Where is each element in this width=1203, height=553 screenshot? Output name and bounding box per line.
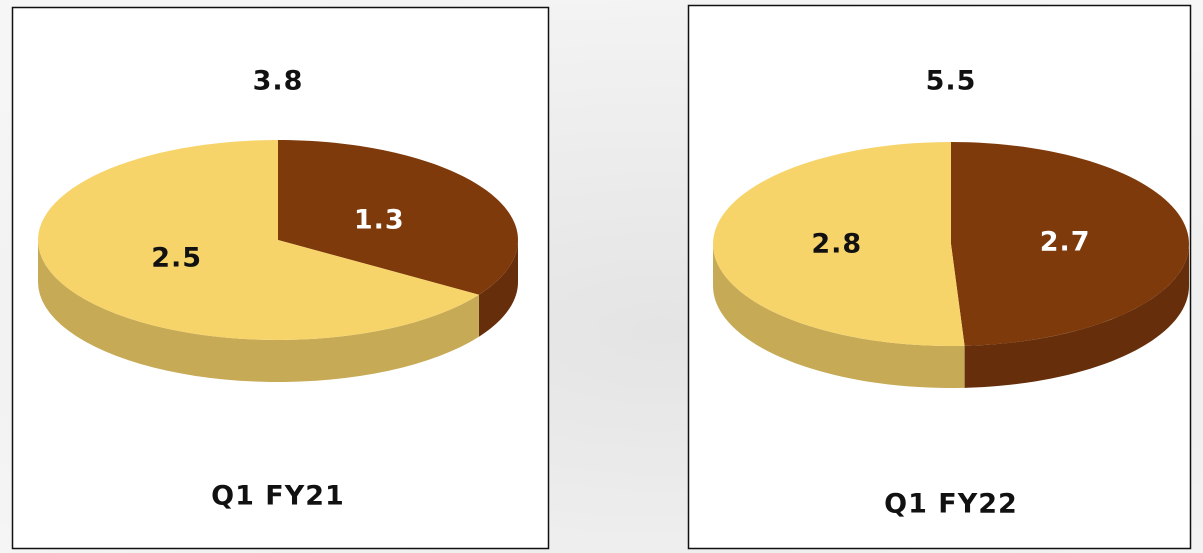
pie-slice xyxy=(713,142,965,346)
data-label: 2.8 xyxy=(811,229,862,260)
data-label: 1.3 xyxy=(354,204,405,235)
pie-side xyxy=(713,244,965,388)
pie-side xyxy=(38,240,479,382)
pie-slice xyxy=(951,142,1189,346)
data-label: 2.7 xyxy=(1040,226,1091,257)
pie-slice xyxy=(278,140,518,295)
chart-total: 5.5 xyxy=(926,66,977,97)
pie-slice xyxy=(38,140,479,340)
chart-caption: Q1 FY21 xyxy=(211,481,345,512)
chart-caption: Q1 FY22 xyxy=(884,489,1018,520)
pie-side xyxy=(478,240,518,337)
data-label: 2.5 xyxy=(151,243,202,274)
pie-side xyxy=(964,244,1189,388)
chart-total: 3.8 xyxy=(253,66,304,97)
